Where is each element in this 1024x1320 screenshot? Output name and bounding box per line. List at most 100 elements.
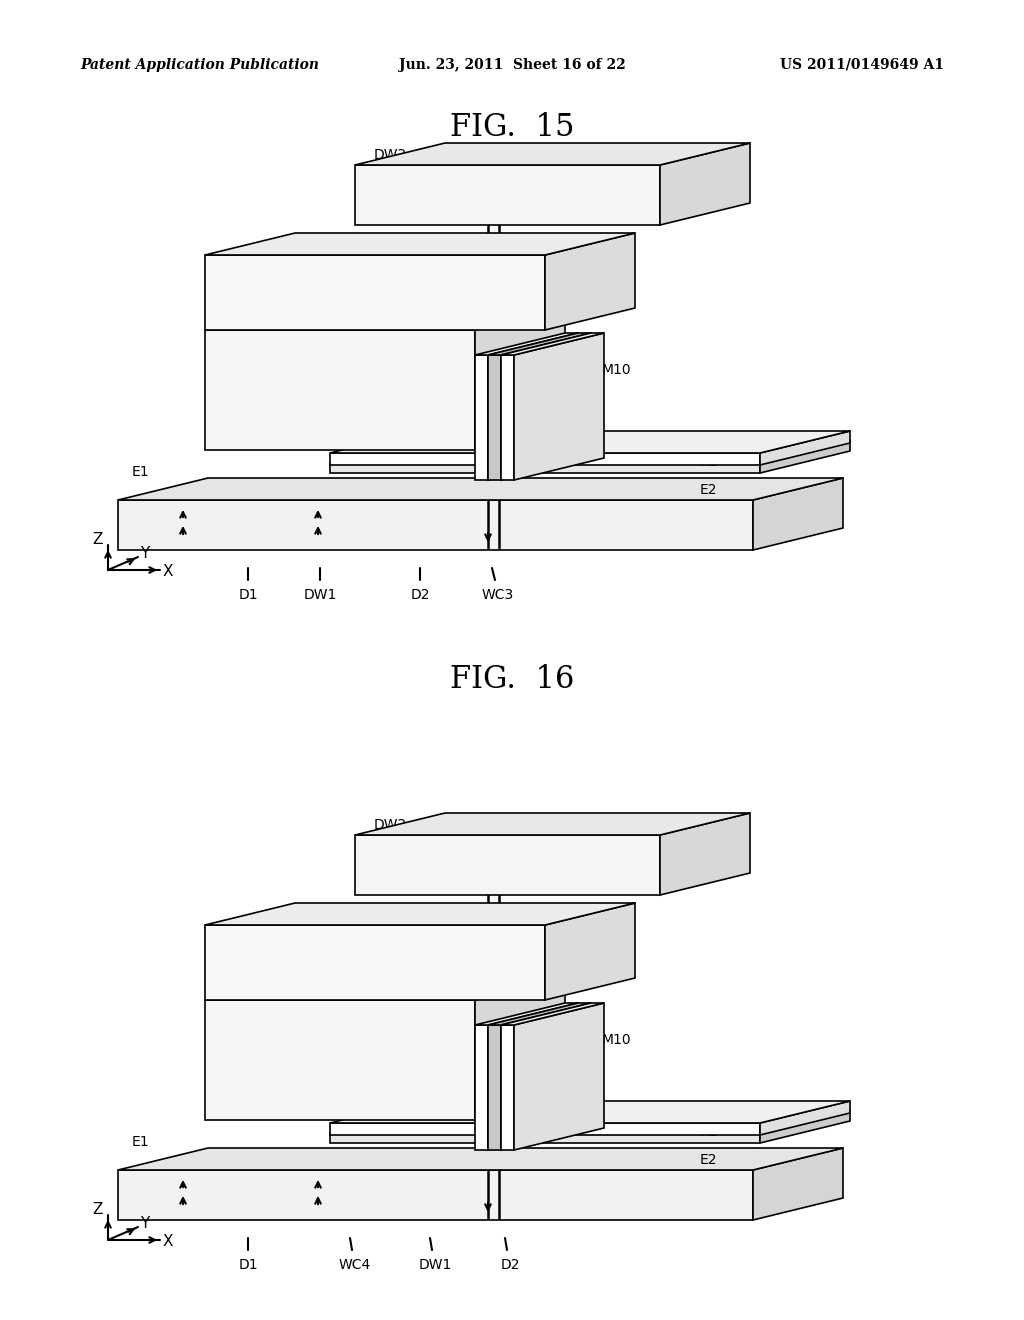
- Polygon shape: [205, 255, 545, 330]
- Polygon shape: [488, 333, 591, 355]
- Polygon shape: [205, 330, 475, 450]
- Text: Z: Z: [93, 1203, 103, 1217]
- Polygon shape: [514, 1003, 604, 1150]
- Polygon shape: [501, 333, 604, 355]
- Polygon shape: [355, 165, 660, 224]
- Polygon shape: [205, 925, 545, 1001]
- Polygon shape: [118, 1148, 843, 1170]
- Text: X: X: [163, 1233, 173, 1249]
- Polygon shape: [355, 813, 750, 836]
- Polygon shape: [118, 1170, 753, 1220]
- Text: E3: E3: [263, 383, 281, 397]
- Text: R2: R2: [700, 841, 719, 855]
- Polygon shape: [330, 1133, 760, 1143]
- Text: SW1: SW1: [558, 1035, 590, 1049]
- Polygon shape: [760, 441, 850, 473]
- Polygon shape: [501, 355, 514, 480]
- Polygon shape: [355, 143, 750, 165]
- Polygon shape: [488, 355, 501, 480]
- Text: Patent Application Publication: Patent Application Publication: [80, 58, 319, 73]
- Text: SW1: SW1: [558, 366, 590, 379]
- Polygon shape: [118, 478, 843, 500]
- Polygon shape: [753, 1148, 843, 1220]
- Polygon shape: [501, 333, 591, 480]
- Polygon shape: [660, 143, 750, 224]
- Polygon shape: [545, 903, 635, 1001]
- Text: Z: Z: [93, 532, 103, 548]
- Text: X: X: [163, 564, 173, 578]
- Text: FIG.  15: FIG. 15: [450, 112, 574, 144]
- Text: R1: R1: [700, 455, 719, 469]
- Polygon shape: [205, 903, 635, 925]
- Text: S1: S1: [700, 441, 718, 455]
- Polygon shape: [488, 1003, 578, 1150]
- Text: D4: D4: [420, 186, 439, 201]
- Text: S1: S1: [700, 1111, 718, 1125]
- Polygon shape: [753, 478, 843, 550]
- Polygon shape: [760, 432, 850, 465]
- Polygon shape: [475, 333, 578, 355]
- Text: D3: D3: [262, 285, 282, 300]
- Text: E1: E1: [131, 1135, 148, 1148]
- Text: US 2011/0149649 A1: US 2011/0149649 A1: [780, 58, 944, 73]
- Text: F12: F12: [558, 1012, 584, 1027]
- Text: R1: R1: [700, 1125, 719, 1139]
- Text: F11: F11: [558, 389, 584, 403]
- Text: WC3: WC3: [482, 587, 514, 602]
- Text: E1: E1: [131, 465, 148, 479]
- Polygon shape: [475, 978, 565, 1119]
- Polygon shape: [475, 308, 565, 450]
- Text: D2: D2: [411, 587, 430, 602]
- Polygon shape: [330, 441, 850, 463]
- Polygon shape: [330, 1101, 850, 1123]
- Polygon shape: [660, 813, 750, 895]
- Polygon shape: [501, 1026, 514, 1150]
- Polygon shape: [330, 1111, 850, 1133]
- Polygon shape: [488, 333, 578, 480]
- Text: M10: M10: [602, 363, 632, 378]
- Polygon shape: [501, 1003, 591, 1150]
- Text: R2: R2: [700, 172, 719, 185]
- Polygon shape: [205, 308, 565, 330]
- Text: E3: E3: [263, 1053, 281, 1067]
- Text: M10: M10: [602, 1034, 632, 1047]
- Polygon shape: [118, 500, 753, 550]
- Polygon shape: [330, 1123, 760, 1135]
- Text: DW2: DW2: [374, 818, 407, 832]
- Text: DW2: DW2: [374, 148, 407, 162]
- Text: F11: F11: [558, 1059, 584, 1073]
- Text: DW1: DW1: [419, 1258, 452, 1272]
- Text: E4: E4: [478, 816, 496, 830]
- Polygon shape: [475, 355, 488, 480]
- Text: D4: D4: [420, 855, 439, 870]
- Polygon shape: [475, 1003, 578, 1026]
- Text: Y: Y: [140, 545, 150, 561]
- Polygon shape: [330, 432, 850, 453]
- Polygon shape: [205, 234, 635, 255]
- Polygon shape: [488, 1003, 591, 1026]
- Text: WC4: WC4: [339, 1258, 371, 1272]
- Text: F12: F12: [558, 343, 584, 356]
- Text: D1: D1: [239, 587, 258, 602]
- Polygon shape: [760, 1101, 850, 1135]
- Text: D1: D1: [239, 1258, 258, 1272]
- Polygon shape: [475, 1026, 488, 1150]
- Text: E2: E2: [700, 1152, 718, 1167]
- Polygon shape: [355, 836, 660, 895]
- Polygon shape: [760, 1111, 850, 1143]
- Text: Jun. 23, 2011  Sheet 16 of 22: Jun. 23, 2011 Sheet 16 of 22: [398, 58, 626, 73]
- Polygon shape: [205, 1001, 475, 1119]
- Polygon shape: [545, 234, 635, 330]
- Polygon shape: [205, 978, 565, 1001]
- Text: D2: D2: [501, 1258, 520, 1272]
- Polygon shape: [330, 453, 760, 465]
- Text: FIG.  16: FIG. 16: [450, 664, 574, 696]
- Text: Y: Y: [140, 1216, 150, 1230]
- Text: S2: S2: [700, 861, 718, 874]
- Polygon shape: [488, 1026, 501, 1150]
- Text: DW1: DW1: [303, 587, 337, 602]
- Polygon shape: [514, 333, 604, 480]
- Text: S2: S2: [700, 190, 718, 205]
- Polygon shape: [330, 463, 760, 473]
- Text: E2: E2: [700, 483, 718, 498]
